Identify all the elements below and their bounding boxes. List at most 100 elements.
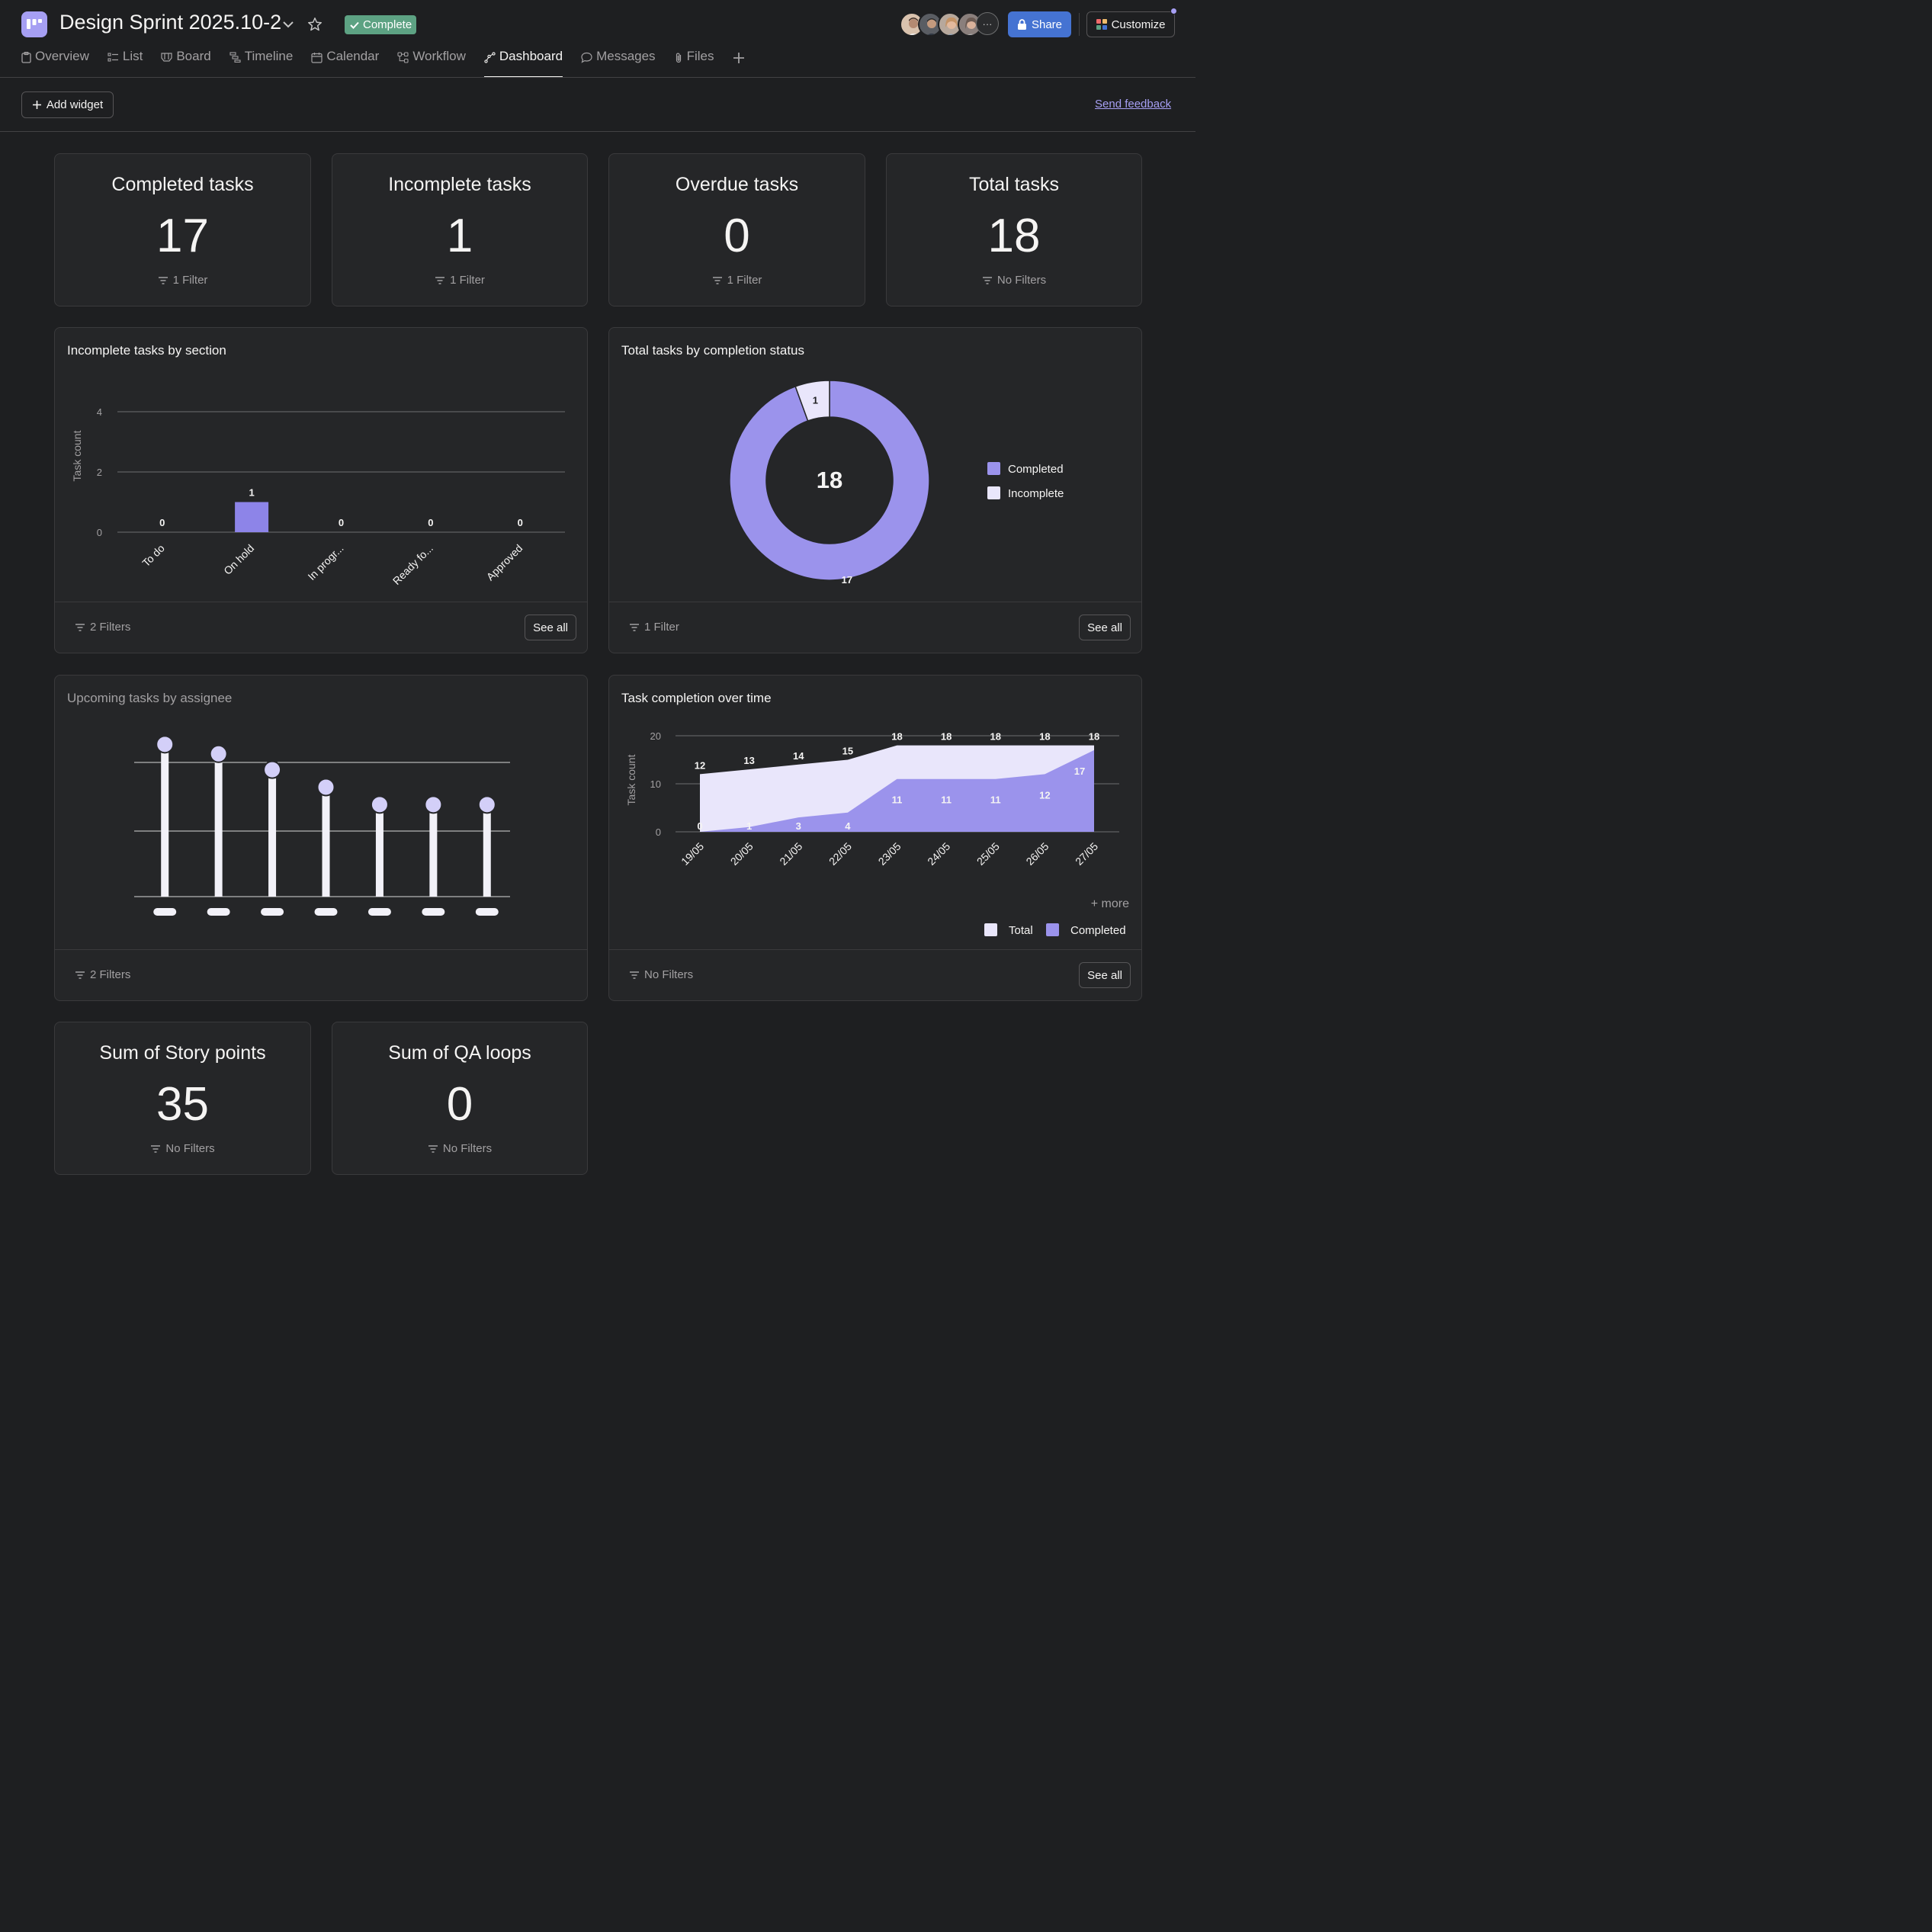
chart-title: Upcoming tasks by assignee [67, 691, 233, 705]
donut-slice[interactable] [794, 380, 830, 422]
filter-indicator[interactable]: 2 Filters [75, 621, 130, 634]
incomplete-by-section-widget[interactable]: Incomplete tasks by section Task count 0… [54, 327, 588, 653]
total-value-label: 18 [1089, 731, 1099, 743]
filter-icon [151, 1144, 161, 1153]
customize-button[interactable]: Customize [1086, 11, 1175, 37]
upcoming-by-assignee-widget[interactable]: Upcoming tasks by assignee 2 Filters [54, 675, 588, 1001]
x-tick-label: On hold [221, 542, 256, 577]
placeholder-label [367, 908, 391, 916]
see-all-button[interactable]: See all [1079, 615, 1131, 640]
placeholder-chart [134, 735, 510, 916]
see-all-button[interactable]: See all [525, 615, 576, 640]
filter-icon [428, 1144, 438, 1153]
tab-files[interactable]: Files [674, 49, 714, 78]
story-points-card[interactable]: Sum of Story points 35 No Filters [54, 1022, 311, 1175]
y-tick-label: 20 [650, 730, 661, 742]
placeholder-bar [375, 804, 384, 897]
filter-indicator[interactable]: No Filters [887, 274, 1141, 287]
total-value-label: 15 [842, 746, 853, 757]
plus-icon [733, 53, 745, 63]
x-tick-label: 21/05 [777, 840, 804, 868]
tab-list[interactable]: List [108, 49, 143, 78]
y-axis-label: Task count [625, 754, 637, 805]
filter-indicator[interactable]: No Filters [629, 968, 693, 981]
filter-indicator[interactable]: No Filters [332, 1142, 587, 1155]
add-tab-button[interactable] [732, 47, 746, 78]
filter-indicator[interactable]: 1 Filter [332, 274, 587, 287]
tab-workflow[interactable]: Workflow [397, 49, 466, 78]
completion-status-widget[interactable]: Total tasks by completion status 17 1 18 … [608, 327, 1142, 653]
tab-board[interactable]: Board [161, 49, 211, 78]
send-feedback-link[interactable]: Send feedback [1095, 98, 1172, 111]
legend-swatch-incomplete [987, 486, 1000, 499]
donut-slice[interactable] [729, 380, 930, 581]
filter-icon [435, 276, 445, 284]
filter-label: No Filters [996, 274, 1047, 287]
qa-loops-card[interactable]: Sum of QA loops 0 No Filters [332, 1022, 588, 1175]
x-tick-label: Approved [484, 542, 525, 583]
status-label: Complete [363, 18, 412, 31]
filter-indicator[interactable]: No Filters [55, 1142, 310, 1155]
paperclip-icon [676, 53, 681, 63]
avatar[interactable] [918, 12, 942, 37]
completed-value-label: 17 [1074, 765, 1085, 777]
stat-value: 0 [446, 1078, 473, 1131]
filter-indicator[interactable]: 2 Filters [75, 968, 130, 981]
x-tick-label: Ready fo... [390, 542, 435, 587]
area-completed[interactable] [700, 749, 1094, 832]
placeholder-dot [424, 795, 443, 814]
stat-title: Completed tasks [111, 174, 254, 195]
completion-over-time-widget[interactable]: Task completion over time Task count 0 10… [608, 675, 1142, 1001]
chart-title: Total tasks by completion status [621, 343, 805, 358]
tabs-divider [0, 77, 1195, 78]
board-icon [161, 53, 172, 62]
filter-label: 2 Filters [90, 621, 131, 634]
see-all-button[interactable]: See all [1079, 962, 1131, 988]
share-button[interactable]: Share [1008, 11, 1071, 37]
member-avatars[interactable]: ··· [900, 12, 999, 37]
completed-value-label: 3 [796, 820, 801, 832]
filter-icon [630, 971, 639, 979]
bar-value-label: 0 [518, 517, 523, 528]
tab-overview[interactable]: Overview [21, 49, 89, 78]
project-icon[interactable] [21, 11, 47, 37]
legend-label: Total [1009, 924, 1033, 937]
total-value-label: 14 [793, 750, 804, 762]
tab-calendar[interactable]: Calendar [311, 49, 379, 78]
add-widget-button[interactable]: Add widget [21, 91, 114, 118]
bar-value-label: 0 [339, 517, 344, 528]
filter-indicator[interactable]: 1 Filter [629, 621, 679, 634]
chevron-down-icon[interactable] [281, 17, 296, 32]
tab-timeline[interactable]: Timeline [229, 49, 294, 78]
bar-value-label: 0 [428, 517, 433, 528]
filter-indicator[interactable]: 1 Filter [609, 274, 865, 287]
star-icon[interactable] [306, 16, 323, 33]
completed-tasks-card[interactable]: Completed tasks 17 1 Filter [54, 153, 311, 306]
x-tick-label: 20/05 [728, 840, 756, 868]
tab-label: Timeline [244, 49, 294, 63]
status-badge[interactable]: Complete [345, 15, 417, 34]
x-tick-label: In progr... [305, 542, 345, 582]
completed-value-label: 11 [990, 794, 1001, 806]
placeholder-label [207, 908, 230, 916]
placeholder-bar [322, 787, 330, 897]
incomplete-tasks-card[interactable]: Incomplete tasks 1 1 Filter [332, 153, 588, 306]
filter-indicator[interactable]: 1 Filter [55, 274, 310, 287]
tab-dashboard[interactable]: Dashboard [483, 49, 563, 78]
legend-swatch-total [984, 923, 997, 936]
chart-title: Task completion over time [621, 691, 772, 705]
x-tick-label: 22/05 [826, 840, 854, 868]
more-legend-link[interactable]: + more [1091, 897, 1129, 910]
placeholder-bar [214, 753, 223, 897]
bar[interactable] [235, 502, 269, 533]
stat-value: 0 [724, 210, 750, 262]
more-members-button[interactable]: ··· [976, 12, 999, 35]
tab-label: Calendar [326, 49, 380, 63]
x-tick-label: 19/05 [679, 840, 706, 868]
project-title[interactable]: Design Sprint 2025.10-2 [59, 11, 282, 34]
total-tasks-card[interactable]: Total tasks 18 No Filters [886, 153, 1142, 306]
overdue-tasks-card[interactable]: Overdue tasks 0 1 Filter [608, 153, 865, 306]
stat-title: Total tasks [968, 174, 1060, 195]
legend-label: Completed [1008, 463, 1064, 476]
tab-messages[interactable]: Messages [581, 49, 656, 78]
